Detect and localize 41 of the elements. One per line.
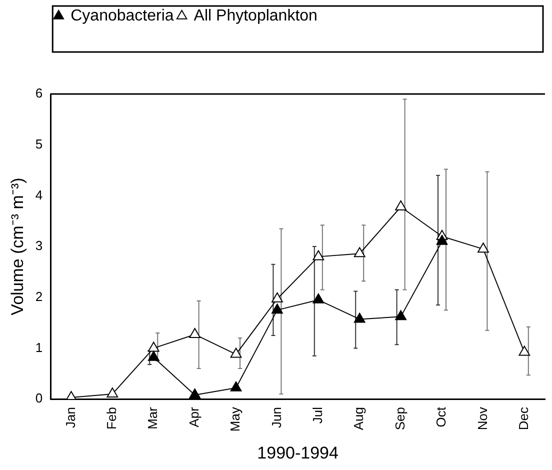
point <box>230 381 242 392</box>
point <box>395 200 407 210</box>
point <box>312 293 324 304</box>
y-tick-label: 6 <box>35 86 43 101</box>
point <box>272 304 283 314</box>
point <box>354 312 366 323</box>
point <box>518 346 530 356</box>
y-tick-label: 4 <box>35 187 43 202</box>
point <box>478 242 489 253</box>
point <box>106 387 118 398</box>
legend-label: Cyanobacteria <box>70 7 174 24</box>
x-tick-label: Nov <box>474 406 490 430</box>
point <box>230 348 242 358</box>
y-tick-label: 3 <box>35 238 43 254</box>
point <box>148 350 160 361</box>
y-tick-label: 2 <box>35 288 43 304</box>
point <box>354 247 366 258</box>
y-axis-title: Volume (cm⁻³ m⁻³) <box>8 178 27 316</box>
x-tick-label: Apr <box>186 406 202 428</box>
x-tick-label: Jan <box>62 407 78 428</box>
x-axis-title: 1990-1994 <box>257 443 338 462</box>
x-tick-label: Sep <box>392 407 408 430</box>
legend-label: All Phytoplankton <box>194 7 318 24</box>
point <box>189 328 201 338</box>
x-tick-label: Jun <box>268 407 284 428</box>
y-tick-label: 5 <box>35 136 43 152</box>
x-tick-label: Oct <box>434 406 449 428</box>
x-tick-label: May <box>228 406 243 432</box>
point <box>189 388 201 398</box>
point <box>312 250 324 260</box>
x-tick-label: Aug <box>351 407 366 430</box>
point <box>272 292 283 302</box>
point <box>148 342 160 352</box>
y-tick-label: 1 <box>35 340 43 355</box>
x-tick-label: Dec <box>516 406 531 430</box>
y-tick-label: 0 <box>35 390 43 406</box>
x-tick-label: Feb <box>104 407 120 430</box>
x-tick-label: Jul <box>310 406 325 424</box>
point <box>395 310 407 320</box>
x-tick-label: Mar <box>145 406 160 430</box>
point <box>436 234 448 245</box>
